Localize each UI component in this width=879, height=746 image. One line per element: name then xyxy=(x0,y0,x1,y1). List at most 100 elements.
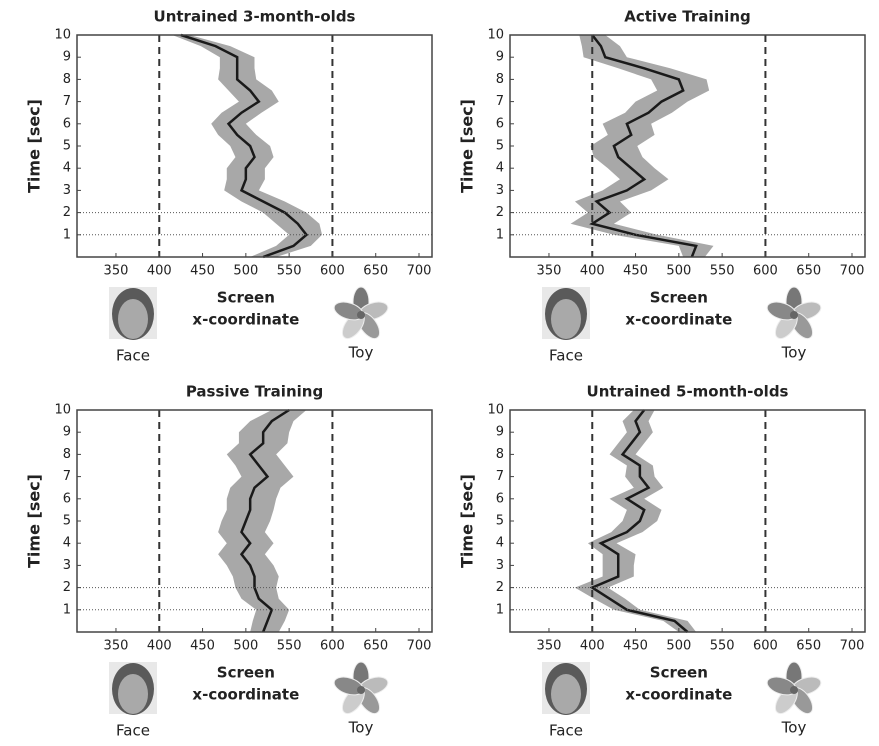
x-tick-label: 600 xyxy=(320,639,345,654)
y-tick-label: 8 xyxy=(496,72,504,87)
mean-line xyxy=(239,408,290,633)
y-tick-label: 9 xyxy=(63,425,71,440)
y-tick-label: 6 xyxy=(496,116,504,131)
y-tick-label: 1 xyxy=(496,602,504,617)
y-tick-label: 6 xyxy=(63,116,71,131)
panel-title: Passive Training xyxy=(186,383,323,401)
confidence-band xyxy=(172,35,323,257)
y-tick-label: 5 xyxy=(496,139,504,154)
x-tick-label: 550 xyxy=(277,264,302,279)
toy-label: Toy xyxy=(781,719,807,737)
x-tick-label: 500 xyxy=(666,264,691,279)
y-tick-label: 8 xyxy=(63,447,71,462)
y-tick-label: 6 xyxy=(496,491,504,506)
face-label: Face xyxy=(549,347,583,365)
x-tick-label: 400 xyxy=(580,264,605,279)
y-tick-label: 10 xyxy=(54,403,71,418)
x-tick-label: 600 xyxy=(753,264,778,279)
toy-center xyxy=(357,311,365,319)
y-axis-label: Time [sec] xyxy=(458,99,477,193)
panel-title: Untrained 3-month-olds xyxy=(154,8,356,26)
face-label: Face xyxy=(549,722,583,740)
y-tick-label: 5 xyxy=(63,139,71,154)
y-tick-label: 1 xyxy=(63,602,71,617)
y-tick-label: 10 xyxy=(54,28,71,43)
x-tick-label: 450 xyxy=(190,639,215,654)
x-axis-label: Screen xyxy=(650,664,708,682)
toy-center xyxy=(357,686,365,694)
x-tick-label: 700 xyxy=(407,264,432,279)
toy-center xyxy=(790,311,798,319)
toy-label: Toy xyxy=(348,719,374,737)
panel: Active Training 350 400 450 500 550 600 650 700 1… xyxy=(458,8,866,365)
y-tick-label: 3 xyxy=(63,558,71,573)
x-tick-label: 350 xyxy=(537,639,562,654)
y-tick-label: 4 xyxy=(496,536,504,551)
confidence-band xyxy=(218,410,307,632)
face-skin xyxy=(118,674,148,714)
x-tick-label: 350 xyxy=(104,639,129,654)
y-tick-label: 2 xyxy=(63,580,71,595)
x-tick-label: 550 xyxy=(710,264,735,279)
confidence-band xyxy=(570,35,714,257)
x-tick-label: 500 xyxy=(666,639,691,654)
mean-line xyxy=(589,409,689,633)
y-tick-label: 7 xyxy=(63,469,71,484)
x-tick-label: 550 xyxy=(710,639,735,654)
x-axis-label: x-coordinate xyxy=(192,686,299,704)
y-tick-label: 4 xyxy=(63,536,71,551)
y-tick-label: 9 xyxy=(496,50,504,65)
panel: Untrained 5-month-olds 350 400 450 500 550 600… xyxy=(458,383,866,740)
x-tick-label: 450 xyxy=(190,264,215,279)
x-tick-label: 700 xyxy=(840,264,865,279)
y-axis-label: Time [sec] xyxy=(25,99,44,193)
y-axis-label: Time [sec] xyxy=(458,474,477,568)
y-tick-label: 6 xyxy=(63,491,71,506)
y-tick-label: 7 xyxy=(496,94,504,109)
face-skin xyxy=(551,674,581,714)
y-axis-label: Time [sec] xyxy=(25,474,44,568)
x-tick-label: 400 xyxy=(580,639,605,654)
y-tick-label: 7 xyxy=(496,469,504,484)
y-tick-label: 3 xyxy=(496,558,504,573)
y-tick-label: 9 xyxy=(496,425,504,440)
x-axis-label: Screen xyxy=(650,289,708,307)
panel-title: Active Training xyxy=(624,8,750,26)
axes-frame xyxy=(509,409,866,633)
face-label: Face xyxy=(116,722,150,740)
x-tick-label: 350 xyxy=(537,264,562,279)
face-label: Face xyxy=(116,347,150,365)
y-tick-label: 8 xyxy=(496,447,504,462)
x-tick-label: 450 xyxy=(623,264,648,279)
x-axis-label: Screen xyxy=(217,289,275,307)
x-tick-label: 650 xyxy=(796,639,821,654)
y-tick-label: 3 xyxy=(63,183,71,198)
y-tick-label: 3 xyxy=(496,183,504,198)
x-tick-label: 550 xyxy=(277,639,302,654)
x-axis-label: x-coordinate xyxy=(192,311,299,329)
mean-line xyxy=(180,33,309,259)
x-axis-label: x-coordinate xyxy=(625,311,732,329)
confidence-band xyxy=(574,410,697,632)
y-tick-label: 7 xyxy=(63,94,71,109)
panel: Passive Training 350 400 450 500 550 600 650 700… xyxy=(25,383,433,740)
x-tick-label: 700 xyxy=(840,639,865,654)
panel: Untrained 3-month-olds 350 400 450 500 550 600… xyxy=(25,8,433,365)
y-tick-label: 5 xyxy=(496,514,504,529)
x-tick-label: 500 xyxy=(233,264,258,279)
x-tick-label: 650 xyxy=(363,639,388,654)
y-tick-label: 2 xyxy=(63,205,71,220)
y-tick-label: 10 xyxy=(487,28,504,43)
toy-label: Toy xyxy=(781,344,807,362)
x-tick-label: 450 xyxy=(623,639,648,654)
x-tick-label: 500 xyxy=(233,639,258,654)
x-axis-label: x-coordinate xyxy=(625,686,732,704)
face-skin xyxy=(551,299,581,339)
toy-label: Toy xyxy=(348,344,374,362)
x-tick-label: 700 xyxy=(407,639,432,654)
x-tick-label: 600 xyxy=(753,639,778,654)
toy-center xyxy=(790,686,798,694)
y-tick-label: 4 xyxy=(63,161,71,176)
y-tick-label: 4 xyxy=(496,161,504,176)
